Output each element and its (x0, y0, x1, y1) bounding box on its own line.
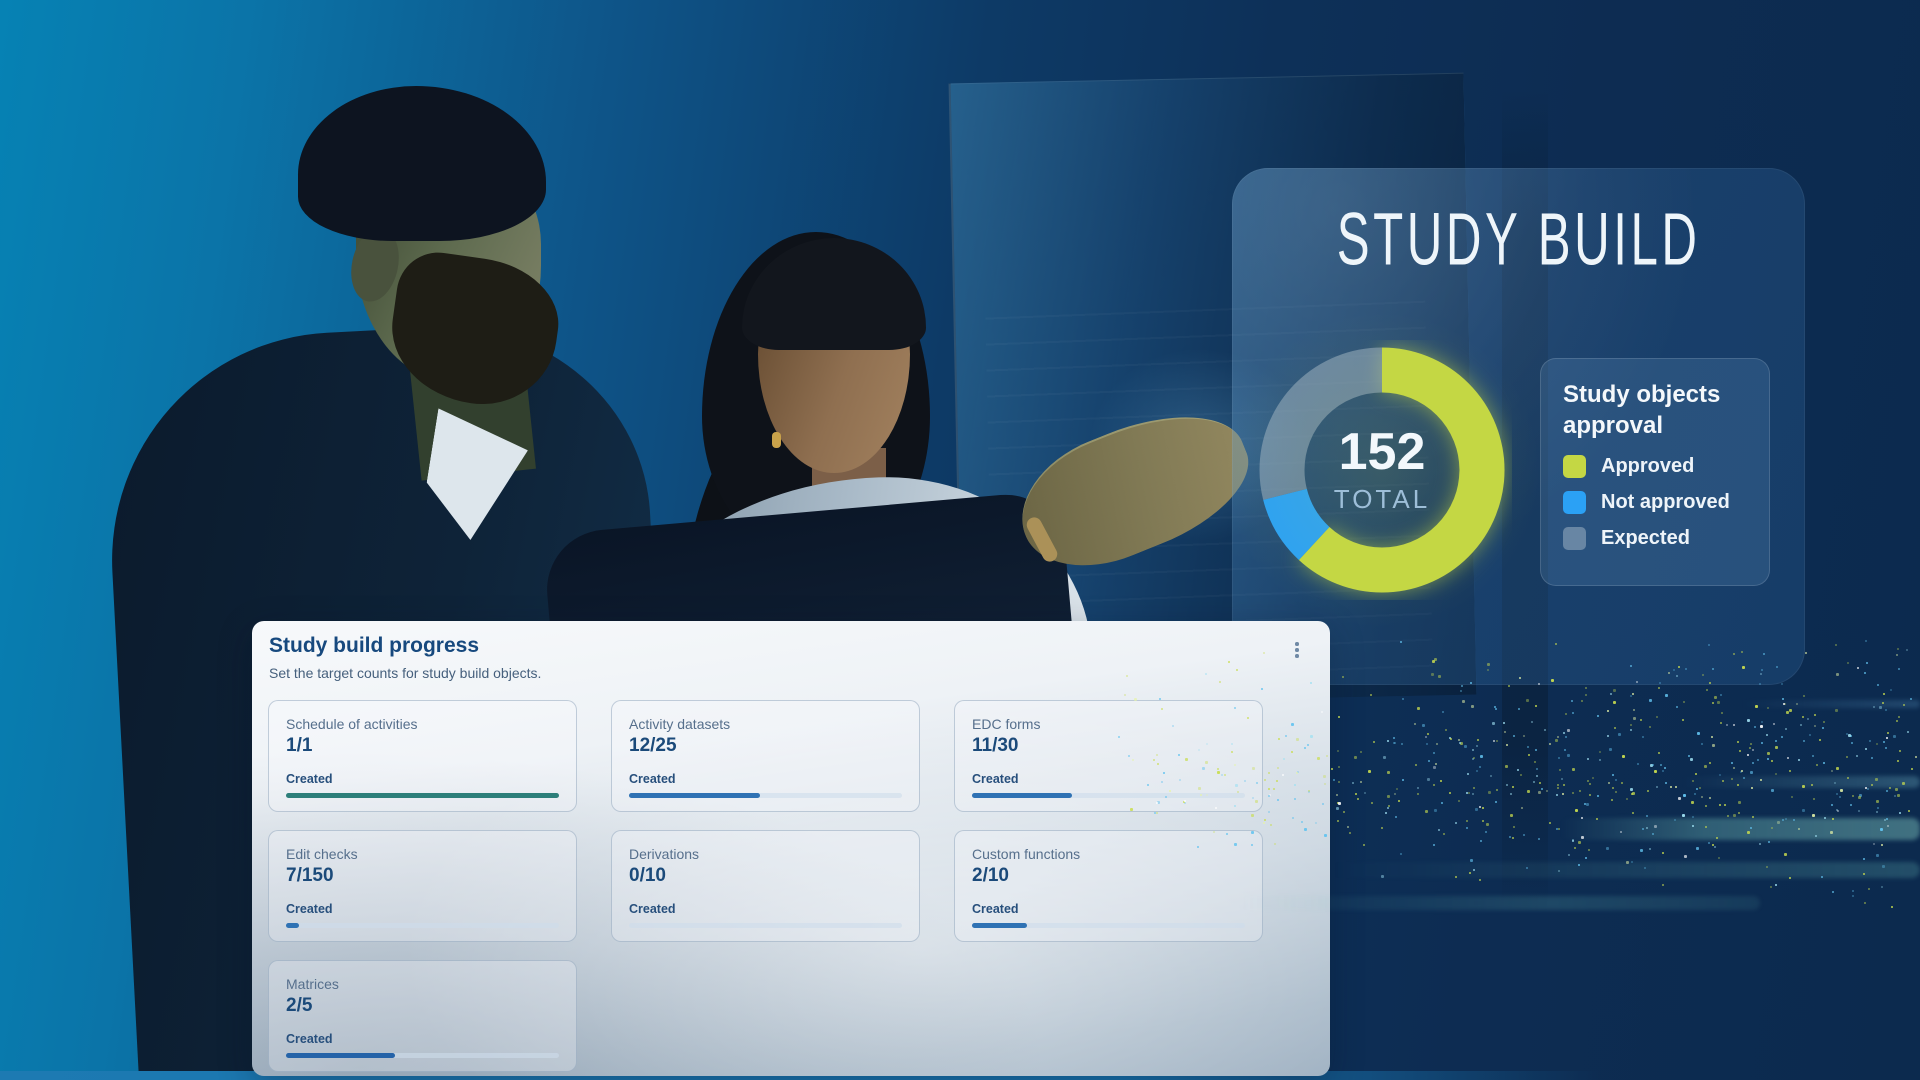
tile-value: 1/1 (286, 735, 313, 756)
light-streak (1330, 862, 1920, 878)
light-streak (1560, 818, 1920, 840)
approval-donut-chart: 152 TOTAL (1222, 310, 1542, 630)
tile-progress-track (629, 793, 902, 798)
donut-glow (1222, 310, 1542, 630)
donut-rings (1259, 347, 1505, 593)
tile-status-label: Created (629, 902, 676, 916)
legend-item: Not approved (1563, 491, 1747, 515)
tile-progress-fill (629, 793, 761, 798)
approval-legend-card: Study objects approval Approved Not appr… (1540, 358, 1770, 586)
progress-card-subtitle: Set the target counts for study build ob… (269, 665, 542, 681)
tile-value: 2/10 (972, 865, 1009, 886)
tile-progress-track (286, 923, 559, 928)
tile-progress-track (286, 1053, 559, 1058)
kebab-menu-icon[interactable] (1286, 638, 1308, 662)
tile-status-label: Created (286, 902, 333, 916)
monitor-edge-shadow (1502, 90, 1548, 910)
progress-tile[interactable]: Custom functions 2/10 Created (954, 830, 1263, 942)
tile-label: Matrices (286, 976, 339, 992)
tile-status-label: Created (286, 1032, 333, 1046)
progress-tile[interactable]: Matrices 2/5 Created (268, 960, 577, 1072)
tile-value: 11/30 (972, 735, 1019, 756)
legend-item-label: Approved (1601, 455, 1695, 478)
tile-label: Activity datasets (629, 716, 731, 732)
man-silhouette-hair (298, 86, 546, 241)
light-streak (1680, 776, 1920, 788)
legend-color-swatch (1563, 527, 1586, 551)
tile-value: 7/150 (286, 865, 334, 886)
tile-progress-track (972, 793, 1245, 798)
tile-status-label: Created (972, 902, 1019, 916)
tile-status-label: Created (286, 772, 333, 786)
donut-total-label: TOTAL (1333, 483, 1431, 514)
legend-item: Approved (1563, 455, 1747, 479)
legend-color-swatch (1563, 455, 1586, 479)
progress-tile[interactable]: EDC forms 11/30 Created (954, 700, 1263, 812)
woman-earring (772, 432, 781, 448)
tile-progress-fill (972, 793, 1073, 798)
study-build-panel (1232, 168, 1805, 685)
progress-card-title: Study build progress (269, 634, 480, 657)
tile-value: 12/25 (629, 735, 677, 756)
light-streak (1740, 700, 1920, 708)
progress-card-header: Study build progress Set the target coun… (269, 634, 541, 681)
donut-total-value: 152 (1338, 422, 1426, 481)
legend-item-label: Expected (1601, 527, 1690, 550)
progress-tile[interactable]: Schedule of activities 1/1 Created (268, 700, 577, 812)
progress-tile[interactable]: Activity datasets 12/25 Created (611, 700, 920, 812)
study-build-progress-card: Study build progress Set the target coun… (252, 621, 1330, 1076)
tile-label: Schedule of activities (286, 716, 418, 732)
tile-status-label: Created (972, 772, 1019, 786)
tile-label: Edit checks (286, 846, 358, 862)
tile-status-label: Created (629, 772, 676, 786)
legend-item: Expected (1563, 527, 1747, 551)
legend-color-swatch (1563, 491, 1586, 515)
tile-progress-track (972, 923, 1245, 928)
legend-items: Approved Not approved Expected (1563, 455, 1747, 551)
tile-progress-fill (286, 793, 559, 798)
tile-label: EDC forms (972, 716, 1041, 732)
legend-title: Study objects approval (1563, 381, 1721, 440)
tile-label: Derivations (629, 846, 700, 862)
tile-value: 0/10 (629, 865, 666, 886)
progress-tile[interactable]: Edit checks 7/150 Created (268, 830, 577, 942)
progress-tile[interactable]: Derivations 0/10 Created (611, 830, 920, 942)
progress-tiles-grid: Schedule of activities 1/1 Created Activ… (268, 700, 1263, 1072)
tile-progress-track (286, 793, 559, 798)
legend-item-label: Not approved (1601, 491, 1730, 514)
tile-progress-fill (286, 923, 299, 928)
tile-progress-fill (972, 923, 1027, 928)
tile-value: 2/5 (286, 995, 313, 1016)
donut-center: 152 TOTAL (1252, 340, 1512, 600)
tile-progress-fill (286, 1053, 396, 1058)
tile-progress-track (629, 923, 902, 928)
tile-label: Custom functions (972, 846, 1081, 862)
